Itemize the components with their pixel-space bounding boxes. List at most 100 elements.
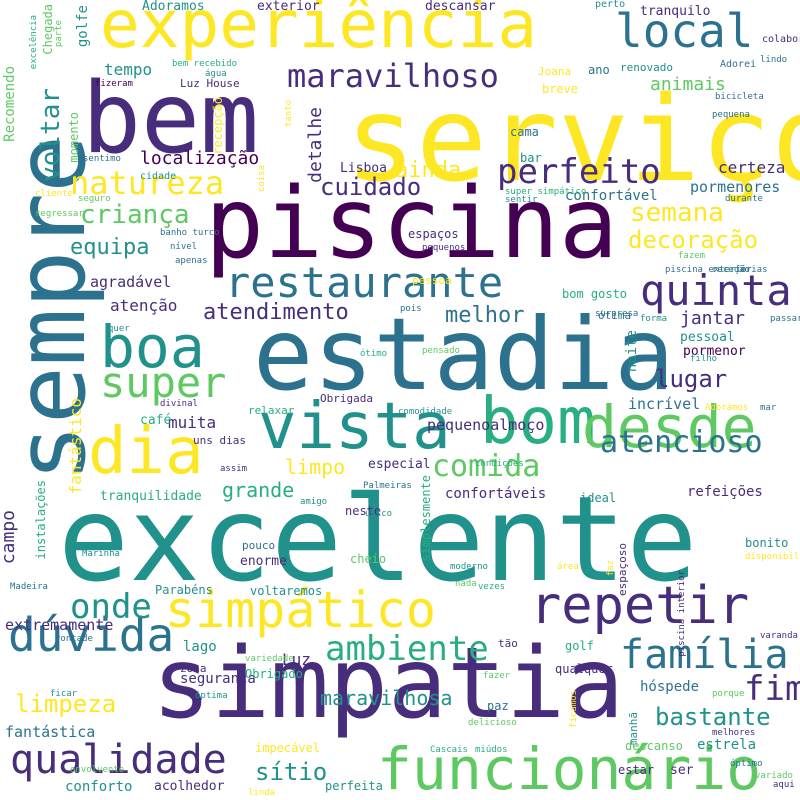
word-passar: passar bbox=[770, 314, 800, 324]
word-pessoa: pessoa bbox=[412, 274, 452, 287]
word-limpeza: limpeza bbox=[15, 690, 117, 718]
word-luz-house: Luz House bbox=[180, 77, 240, 90]
word-lago: lago bbox=[183, 639, 217, 655]
word-lindo: lindo bbox=[760, 55, 788, 65]
word-perfeita: perfeita bbox=[325, 779, 383, 793]
word-cidade: cidade bbox=[140, 171, 177, 182]
word-moderno: moderno bbox=[450, 562, 488, 572]
word-servico: serviço bbox=[345, 70, 800, 208]
word-cascais: Cascais bbox=[430, 745, 468, 755]
word-bonito: bonito bbox=[745, 536, 789, 550]
word-pequena: pequena bbox=[712, 110, 750, 120]
word-repetir: repetir bbox=[530, 576, 750, 636]
word-bar: bar bbox=[520, 151, 542, 165]
word-cheio: cheio bbox=[350, 552, 387, 566]
word-limpo: limpo bbox=[285, 455, 346, 479]
word-varanda: varanda bbox=[760, 631, 798, 641]
word-ser: ser bbox=[670, 763, 694, 778]
word-detalhe: detalhe bbox=[305, 107, 326, 183]
word-adoramos: Adorámos bbox=[705, 403, 749, 413]
word-crianca: criança bbox=[80, 200, 190, 230]
word-simpatia: simpatia bbox=[152, 627, 625, 741]
word-paz: paz bbox=[487, 699, 509, 713]
word-cafe: café bbox=[140, 413, 172, 428]
word-tao: tão bbox=[498, 637, 518, 650]
word-seguranca: segurança bbox=[180, 671, 256, 687]
word-obrigada: Obrigada bbox=[320, 392, 373, 405]
word-marinha: Marinha bbox=[82, 549, 120, 559]
word-experiencia: experiência bbox=[100, 0, 538, 63]
word-seguro: seguro bbox=[78, 194, 111, 204]
word-rececao: receção bbox=[712, 265, 750, 275]
word-cliente: cliente bbox=[35, 189, 73, 199]
word-mar: mar bbox=[760, 403, 777, 413]
word-variado: variado bbox=[755, 771, 793, 781]
word-neste: neste bbox=[345, 504, 382, 518]
word-zona: zona bbox=[180, 662, 207, 675]
word-jantar: jantar bbox=[680, 308, 746, 329]
word-bicicleta: bicicleta bbox=[715, 92, 764, 102]
word-joana: Joana bbox=[538, 65, 572, 78]
word-onde: onde bbox=[70, 587, 152, 627]
word-certeza: certeza bbox=[718, 158, 786, 177]
word-madeira: Madeira bbox=[10, 582, 48, 592]
word-adoramos: Adoramos bbox=[142, 0, 205, 14]
word-agua: água bbox=[205, 69, 227, 79]
word-bem: bem bbox=[82, 62, 260, 176]
word-agradavel: agradável bbox=[90, 273, 172, 291]
word-atencao: atenção bbox=[110, 296, 178, 315]
word-lisboa: Lisboa bbox=[340, 161, 387, 176]
word-ano: ano bbox=[588, 63, 610, 77]
word-vezes: vezes bbox=[478, 582, 506, 592]
word-delicioso: delicioso bbox=[468, 718, 517, 728]
word-fantastica: fantástica bbox=[5, 723, 96, 741]
word-ficar: ficar bbox=[50, 689, 78, 699]
word-pouco: pouco bbox=[242, 539, 276, 552]
word-funcionario: funcionário bbox=[377, 735, 762, 800]
word-sitio: sítio bbox=[255, 758, 328, 786]
word-local: local bbox=[615, 4, 754, 58]
word-pormenor: pormenor bbox=[683, 344, 746, 359]
word-refeicoes: refeições bbox=[687, 484, 763, 500]
word-pormenores: pormenores bbox=[690, 178, 781, 196]
word-parabens: Parabéns bbox=[155, 583, 213, 597]
word-natureza: natureza bbox=[70, 164, 225, 202]
word-fizeram: fizeram bbox=[95, 79, 133, 89]
word-lugar: lugar bbox=[655, 365, 728, 393]
word-recomendo: Recomendo bbox=[2, 66, 18, 142]
word-noite: noite bbox=[624, 330, 640, 373]
word-banho-turco: banho turco bbox=[160, 228, 220, 238]
word-unico: único bbox=[365, 509, 393, 519]
word-tranquilidade: tranquilidade bbox=[100, 489, 202, 504]
word-instalacoes: instalações bbox=[34, 480, 48, 560]
word-adorei: Adorei bbox=[720, 59, 757, 70]
word-melhor: melhor bbox=[445, 303, 525, 328]
word-golfe: golfe bbox=[75, 5, 91, 48]
word-cama: cama bbox=[510, 125, 539, 139]
word-durante: durante bbox=[725, 194, 763, 204]
word-optima: óptima bbox=[195, 691, 228, 701]
word-linda: linda bbox=[248, 788, 276, 798]
word-obrigado: Obrigado bbox=[245, 667, 303, 681]
word-pequenos: pequenos bbox=[422, 243, 466, 253]
word-excelencia: excelência bbox=[29, 15, 39, 70]
word-bem-recebido: bem recebido bbox=[172, 59, 238, 69]
word-fantastico: fantástico bbox=[66, 398, 85, 495]
word-renovado: renovado bbox=[620, 61, 673, 74]
word-piscina: piscina bbox=[205, 167, 619, 281]
word-voltaremos: voltaremos bbox=[250, 584, 323, 598]
word-descanso: descanso bbox=[625, 739, 683, 753]
word-atencioso: atencioso bbox=[600, 425, 763, 460]
word-piscina-exterior: piscina exterior bbox=[665, 265, 752, 275]
word-super: super bbox=[100, 358, 227, 407]
word-comida: comida bbox=[432, 449, 541, 484]
word-ambiente: ambiente bbox=[325, 629, 489, 669]
word-parte: parte bbox=[54, 20, 64, 48]
word-bom-gosto: bom gosto bbox=[562, 287, 628, 301]
word-sentir: sentir bbox=[505, 195, 538, 205]
word-relaxar: relaxar bbox=[248, 404, 295, 417]
word-estrela: estrela bbox=[697, 737, 757, 753]
word-optimo: óptimo bbox=[730, 759, 763, 769]
word-acolhedor: acolhedor bbox=[154, 779, 225, 794]
